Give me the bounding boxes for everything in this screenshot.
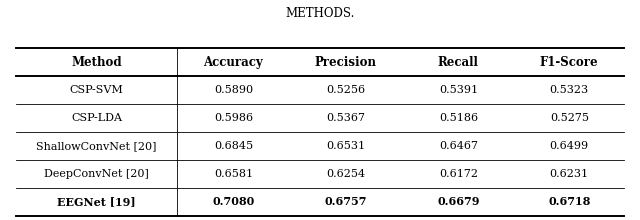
Text: 0.5367: 0.5367: [326, 113, 365, 123]
Text: 0.7080: 0.7080: [212, 196, 255, 207]
Text: 0.5323: 0.5323: [550, 85, 589, 95]
Text: DeepConvNet [20]: DeepConvNet [20]: [44, 169, 149, 179]
Text: Recall: Recall: [438, 56, 479, 69]
Text: CSP-LDA: CSP-LDA: [71, 113, 122, 123]
Text: Precision: Precision: [315, 56, 377, 69]
Text: 0.6757: 0.6757: [324, 196, 367, 207]
Text: 0.6531: 0.6531: [326, 141, 365, 151]
Text: Method: Method: [71, 56, 122, 69]
Text: 0.6581: 0.6581: [214, 169, 253, 179]
Text: 0.6845: 0.6845: [214, 141, 253, 151]
Text: 0.5275: 0.5275: [550, 113, 589, 123]
Text: 0.6172: 0.6172: [439, 169, 478, 179]
Text: METHODS.: METHODS.: [285, 7, 355, 20]
Text: 0.6254: 0.6254: [326, 169, 365, 179]
Text: 0.6231: 0.6231: [550, 169, 589, 179]
Text: 0.5391: 0.5391: [439, 85, 478, 95]
Text: ShallowConvNet [20]: ShallowConvNet [20]: [36, 141, 157, 151]
Text: 0.6718: 0.6718: [548, 196, 591, 207]
Text: 0.5890: 0.5890: [214, 85, 253, 95]
Text: Accuracy: Accuracy: [204, 56, 263, 69]
Text: EEGNet [19]: EEGNet [19]: [57, 196, 136, 207]
Text: 0.5186: 0.5186: [439, 113, 478, 123]
Text: 0.5986: 0.5986: [214, 113, 253, 123]
Text: 0.5256: 0.5256: [326, 85, 365, 95]
Text: CSP-SVM: CSP-SVM: [70, 85, 124, 95]
Text: F1-Score: F1-Score: [540, 56, 598, 69]
Text: 0.6679: 0.6679: [437, 196, 479, 207]
Text: 0.6499: 0.6499: [550, 141, 589, 151]
Text: 0.6467: 0.6467: [439, 141, 478, 151]
